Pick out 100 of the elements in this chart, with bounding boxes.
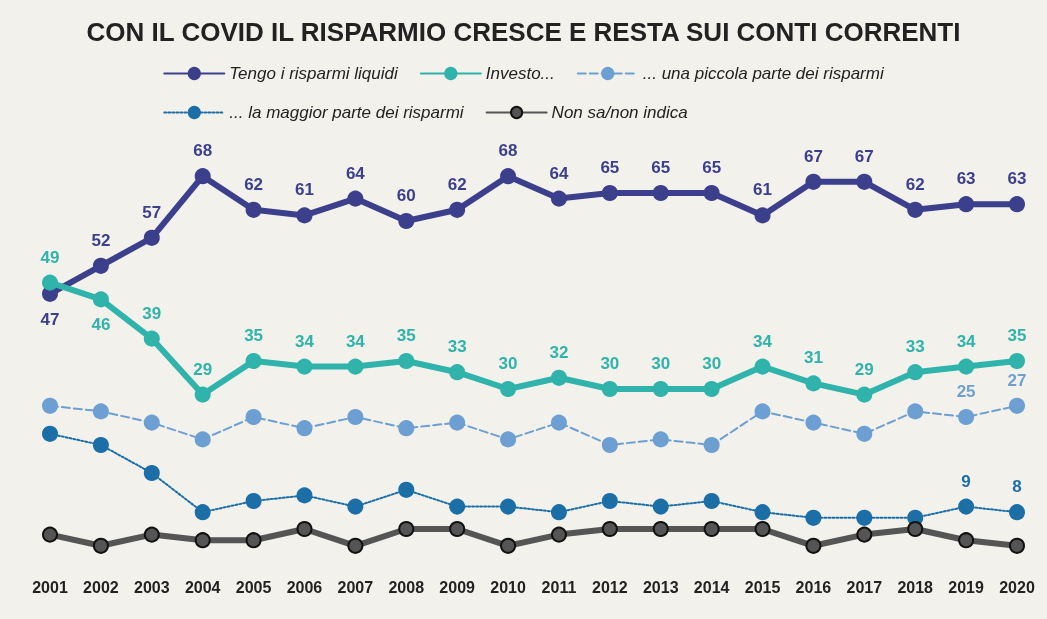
point <box>398 353 415 369</box>
point <box>1009 353 1025 369</box>
point <box>449 201 466 218</box>
point <box>958 409 975 425</box>
point <box>92 291 109 308</box>
data-label: 39 <box>142 303 162 323</box>
data-label: 31 <box>803 348 823 368</box>
data-label: 65 <box>702 158 722 177</box>
point <box>500 381 517 397</box>
x-tick-label: 2009 <box>439 578 476 596</box>
x-tick-label: 2008 <box>388 578 425 596</box>
x-tick-label: 2017 <box>846 578 883 596</box>
point <box>143 526 160 543</box>
point <box>550 190 567 207</box>
data-label: 33 <box>905 337 925 357</box>
point <box>449 498 466 515</box>
point <box>601 493 618 509</box>
point <box>856 509 873 526</box>
x-tick-label: 2010 <box>490 578 526 596</box>
point <box>805 414 822 431</box>
point <box>601 185 618 201</box>
point <box>398 521 415 537</box>
point <box>805 173 822 190</box>
x-tick-label: 2006 <box>286 578 323 596</box>
legend-label: ... una piccola parte dei risparmi <box>642 64 885 83</box>
point <box>550 369 567 386</box>
point <box>347 358 364 375</box>
x-tick-label: 2005 <box>235 578 272 596</box>
x-tick-label: 2020 <box>999 578 1035 596</box>
point <box>347 190 364 207</box>
point <box>907 364 924 381</box>
data-label: 30 <box>702 354 722 373</box>
point <box>703 185 720 201</box>
point <box>296 420 313 437</box>
point <box>398 481 415 498</box>
point <box>42 274 58 291</box>
point <box>245 532 262 549</box>
data-label: 65 <box>600 158 620 177</box>
data-label: 62 <box>905 174 925 194</box>
data-label: 61 <box>295 180 314 200</box>
point <box>1009 397 1025 414</box>
chart-title: CON IL COVID IL RISPARMIO CRESCE E RESTA SUI CONTI CORRENTI <box>86 17 961 47</box>
data-label: 30 <box>651 354 671 373</box>
point <box>907 403 924 420</box>
data-label: 63 <box>1007 169 1027 189</box>
point <box>652 381 669 397</box>
point <box>703 521 720 537</box>
point <box>652 521 669 537</box>
data-label: 9 <box>961 471 971 491</box>
point <box>92 437 109 453</box>
point <box>194 431 211 448</box>
x-tick-label: 2002 <box>83 578 119 596</box>
legend-label: Non sa/non indica <box>551 103 688 122</box>
point <box>1009 504 1025 521</box>
data-label: 32 <box>549 342 569 362</box>
x-tick-label: 2012 <box>592 578 628 596</box>
data-label: 46 <box>91 315 111 335</box>
point <box>42 425 58 442</box>
data-label: 34 <box>345 331 366 351</box>
x-tick-label: 2019 <box>948 578 984 596</box>
point <box>958 196 975 213</box>
point <box>143 465 160 481</box>
point <box>347 409 364 425</box>
data-label: 47 <box>40 309 60 329</box>
point <box>856 386 873 403</box>
point <box>907 521 924 537</box>
data-label: 34 <box>753 331 773 351</box>
point <box>92 537 109 554</box>
data-label: 25 <box>956 382 976 401</box>
x-tick-label: 2004 <box>184 578 221 596</box>
data-label: 52 <box>91 230 111 250</box>
point <box>958 358 975 375</box>
x-tick-label: 2007 <box>337 578 374 596</box>
point <box>550 526 567 543</box>
point <box>500 537 517 554</box>
point <box>143 330 160 347</box>
point <box>805 375 822 392</box>
data-label: 8 <box>1012 477 1022 497</box>
data-label: 29 <box>854 359 874 379</box>
point <box>245 353 262 369</box>
data-label: 65 <box>651 158 671 177</box>
data-label: 61 <box>753 180 772 200</box>
data-label: 35 <box>1007 326 1027 345</box>
point <box>296 358 313 375</box>
data-label: 68 <box>193 141 213 161</box>
legend-label: Investo... <box>485 64 555 83</box>
point <box>449 364 466 381</box>
point <box>958 498 975 515</box>
x-tick-label: 2003 <box>133 578 170 596</box>
point <box>500 168 517 185</box>
point <box>245 201 262 218</box>
point <box>92 403 109 420</box>
data-label: 60 <box>396 186 416 205</box>
point <box>245 409 262 425</box>
point <box>1009 537 1025 554</box>
data-label: 34 <box>295 331 315 351</box>
data-label: 62 <box>447 174 467 194</box>
point <box>754 403 771 420</box>
point <box>958 532 975 549</box>
point <box>652 431 669 448</box>
